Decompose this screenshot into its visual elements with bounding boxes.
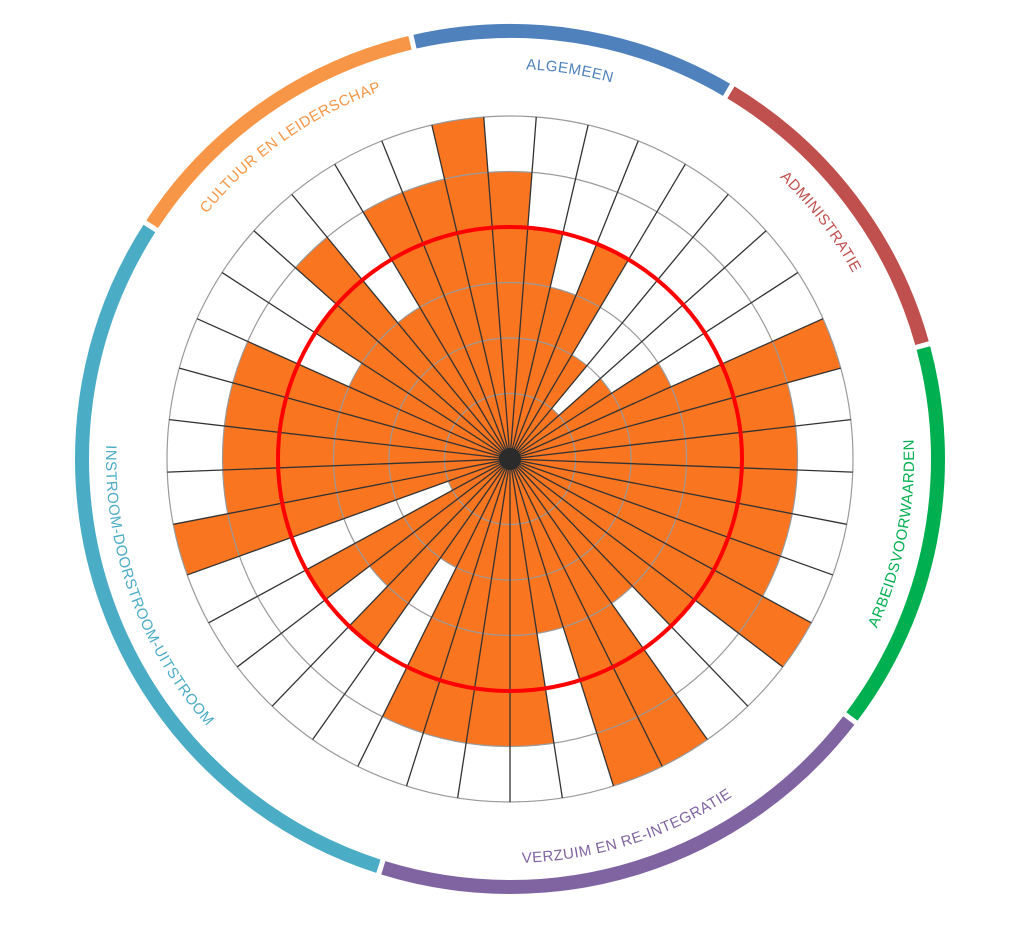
- spoke-line: [253, 230, 511, 460]
- bar-segment: [515, 466, 633, 604]
- spoke-line: [169, 419, 511, 460]
- spoke-line: [509, 230, 767, 460]
- bar-segment: [448, 462, 502, 491]
- category-arc: [413, 24, 731, 96]
- spoke-line: [291, 193, 511, 460]
- spoke-line: [509, 163, 686, 460]
- bar-segment: [222, 459, 501, 514]
- spoke-line: [509, 458, 564, 799]
- category-arc: [146, 36, 412, 229]
- bar-segment: [232, 341, 501, 457]
- bar-segment: [519, 382, 796, 458]
- spoke-line: [509, 458, 834, 576]
- bar-segment: [510, 468, 554, 747]
- bar-segment: [487, 171, 533, 450]
- spoke-line: [509, 124, 589, 460]
- bar-segment: [516, 408, 559, 453]
- bar-segment: [369, 465, 504, 587]
- bar-segment: [517, 378, 612, 454]
- bar-segment: [518, 462, 781, 597]
- category-label: ADMINISTRATIE: [777, 168, 864, 275]
- bar-segment: [513, 243, 629, 451]
- bar-segment: [315, 304, 503, 454]
- bar-segment: [440, 467, 506, 568]
- center-hub: [499, 448, 521, 470]
- bar-segment: [423, 468, 509, 744]
- bar-segment: [519, 460, 793, 557]
- bar-segment: [222, 426, 501, 471]
- spoke-line: [509, 458, 847, 525]
- spoke-line: [167, 458, 511, 473]
- bar-segment: [516, 465, 695, 627]
- spoke-line: [236, 458, 511, 668]
- threshold-circle-group: [276, 225, 744, 693]
- bar-segment: [519, 426, 798, 471]
- spoke-line: [509, 458, 708, 740]
- spoke-line: [271, 458, 511, 707]
- bar-segment: [306, 463, 503, 600]
- category-arc: [75, 224, 381, 873]
- spoke-line: [509, 419, 851, 460]
- bar-segment: [224, 382, 501, 458]
- spoke-line: [357, 458, 511, 767]
- spoke-line: [381, 140, 511, 460]
- category-label: VERZUIM EN RE-INTEGRATIE: [521, 785, 734, 867]
- spoke-line: [483, 116, 511, 460]
- bar-segment: [519, 459, 798, 514]
- spoke-line: [221, 272, 511, 460]
- spoke-line: [509, 458, 615, 787]
- spoke-line: [431, 124, 511, 460]
- spoke-line: [179, 367, 511, 460]
- category-label: ALGEMEEN: [526, 56, 616, 86]
- bar-segment: [517, 463, 812, 667]
- bar-segment: [518, 363, 672, 455]
- spoke-line: [509, 367, 841, 460]
- bar-segment: [519, 318, 841, 457]
- spoke-line: [312, 458, 511, 740]
- spoke-line: [334, 163, 511, 460]
- bar-segment: [466, 468, 510, 747]
- bar-segment: [402, 179, 508, 450]
- spoke-line: [509, 272, 799, 460]
- spoke-line: [509, 458, 812, 624]
- bar-segment: [173, 460, 501, 575]
- bar-segment: [349, 466, 505, 649]
- spoke-line: [509, 458, 853, 473]
- spoke-line: [405, 458, 511, 787]
- spoke-line: [208, 458, 511, 624]
- spoke-line: [509, 140, 639, 460]
- spoke-line: [509, 318, 824, 460]
- spoke-line: [509, 458, 784, 668]
- spoke-line: [186, 458, 511, 576]
- category-arc: [381, 716, 855, 894]
- spoke-line: [509, 458, 663, 767]
- bar-segment: [348, 363, 502, 455]
- category-label: INSTROOM-DOORSTROOM-UITSTROOM: [102, 445, 217, 729]
- bar-segment: [514, 467, 708, 767]
- bar-segment: [382, 467, 507, 734]
- spoke-line: [173, 458, 511, 525]
- bar-segment: [515, 354, 587, 452]
- spoke-line: [456, 458, 511, 799]
- spokes: [167, 116, 853, 802]
- bar-segment: [511, 468, 564, 634]
- category-arc: [727, 86, 929, 346]
- bar-segment: [397, 307, 505, 452]
- spoke-line: [509, 116, 537, 460]
- bar-cells: [173, 117, 841, 787]
- spoke-line: [196, 318, 511, 460]
- bar-segment: [512, 287, 576, 450]
- category-arc: [846, 346, 945, 721]
- spoke-line: [509, 458, 749, 707]
- category-arcs: [75, 24, 945, 894]
- bar-segment: [513, 467, 663, 787]
- threshold-circle: [276, 225, 744, 693]
- spoke-line: [509, 193, 729, 460]
